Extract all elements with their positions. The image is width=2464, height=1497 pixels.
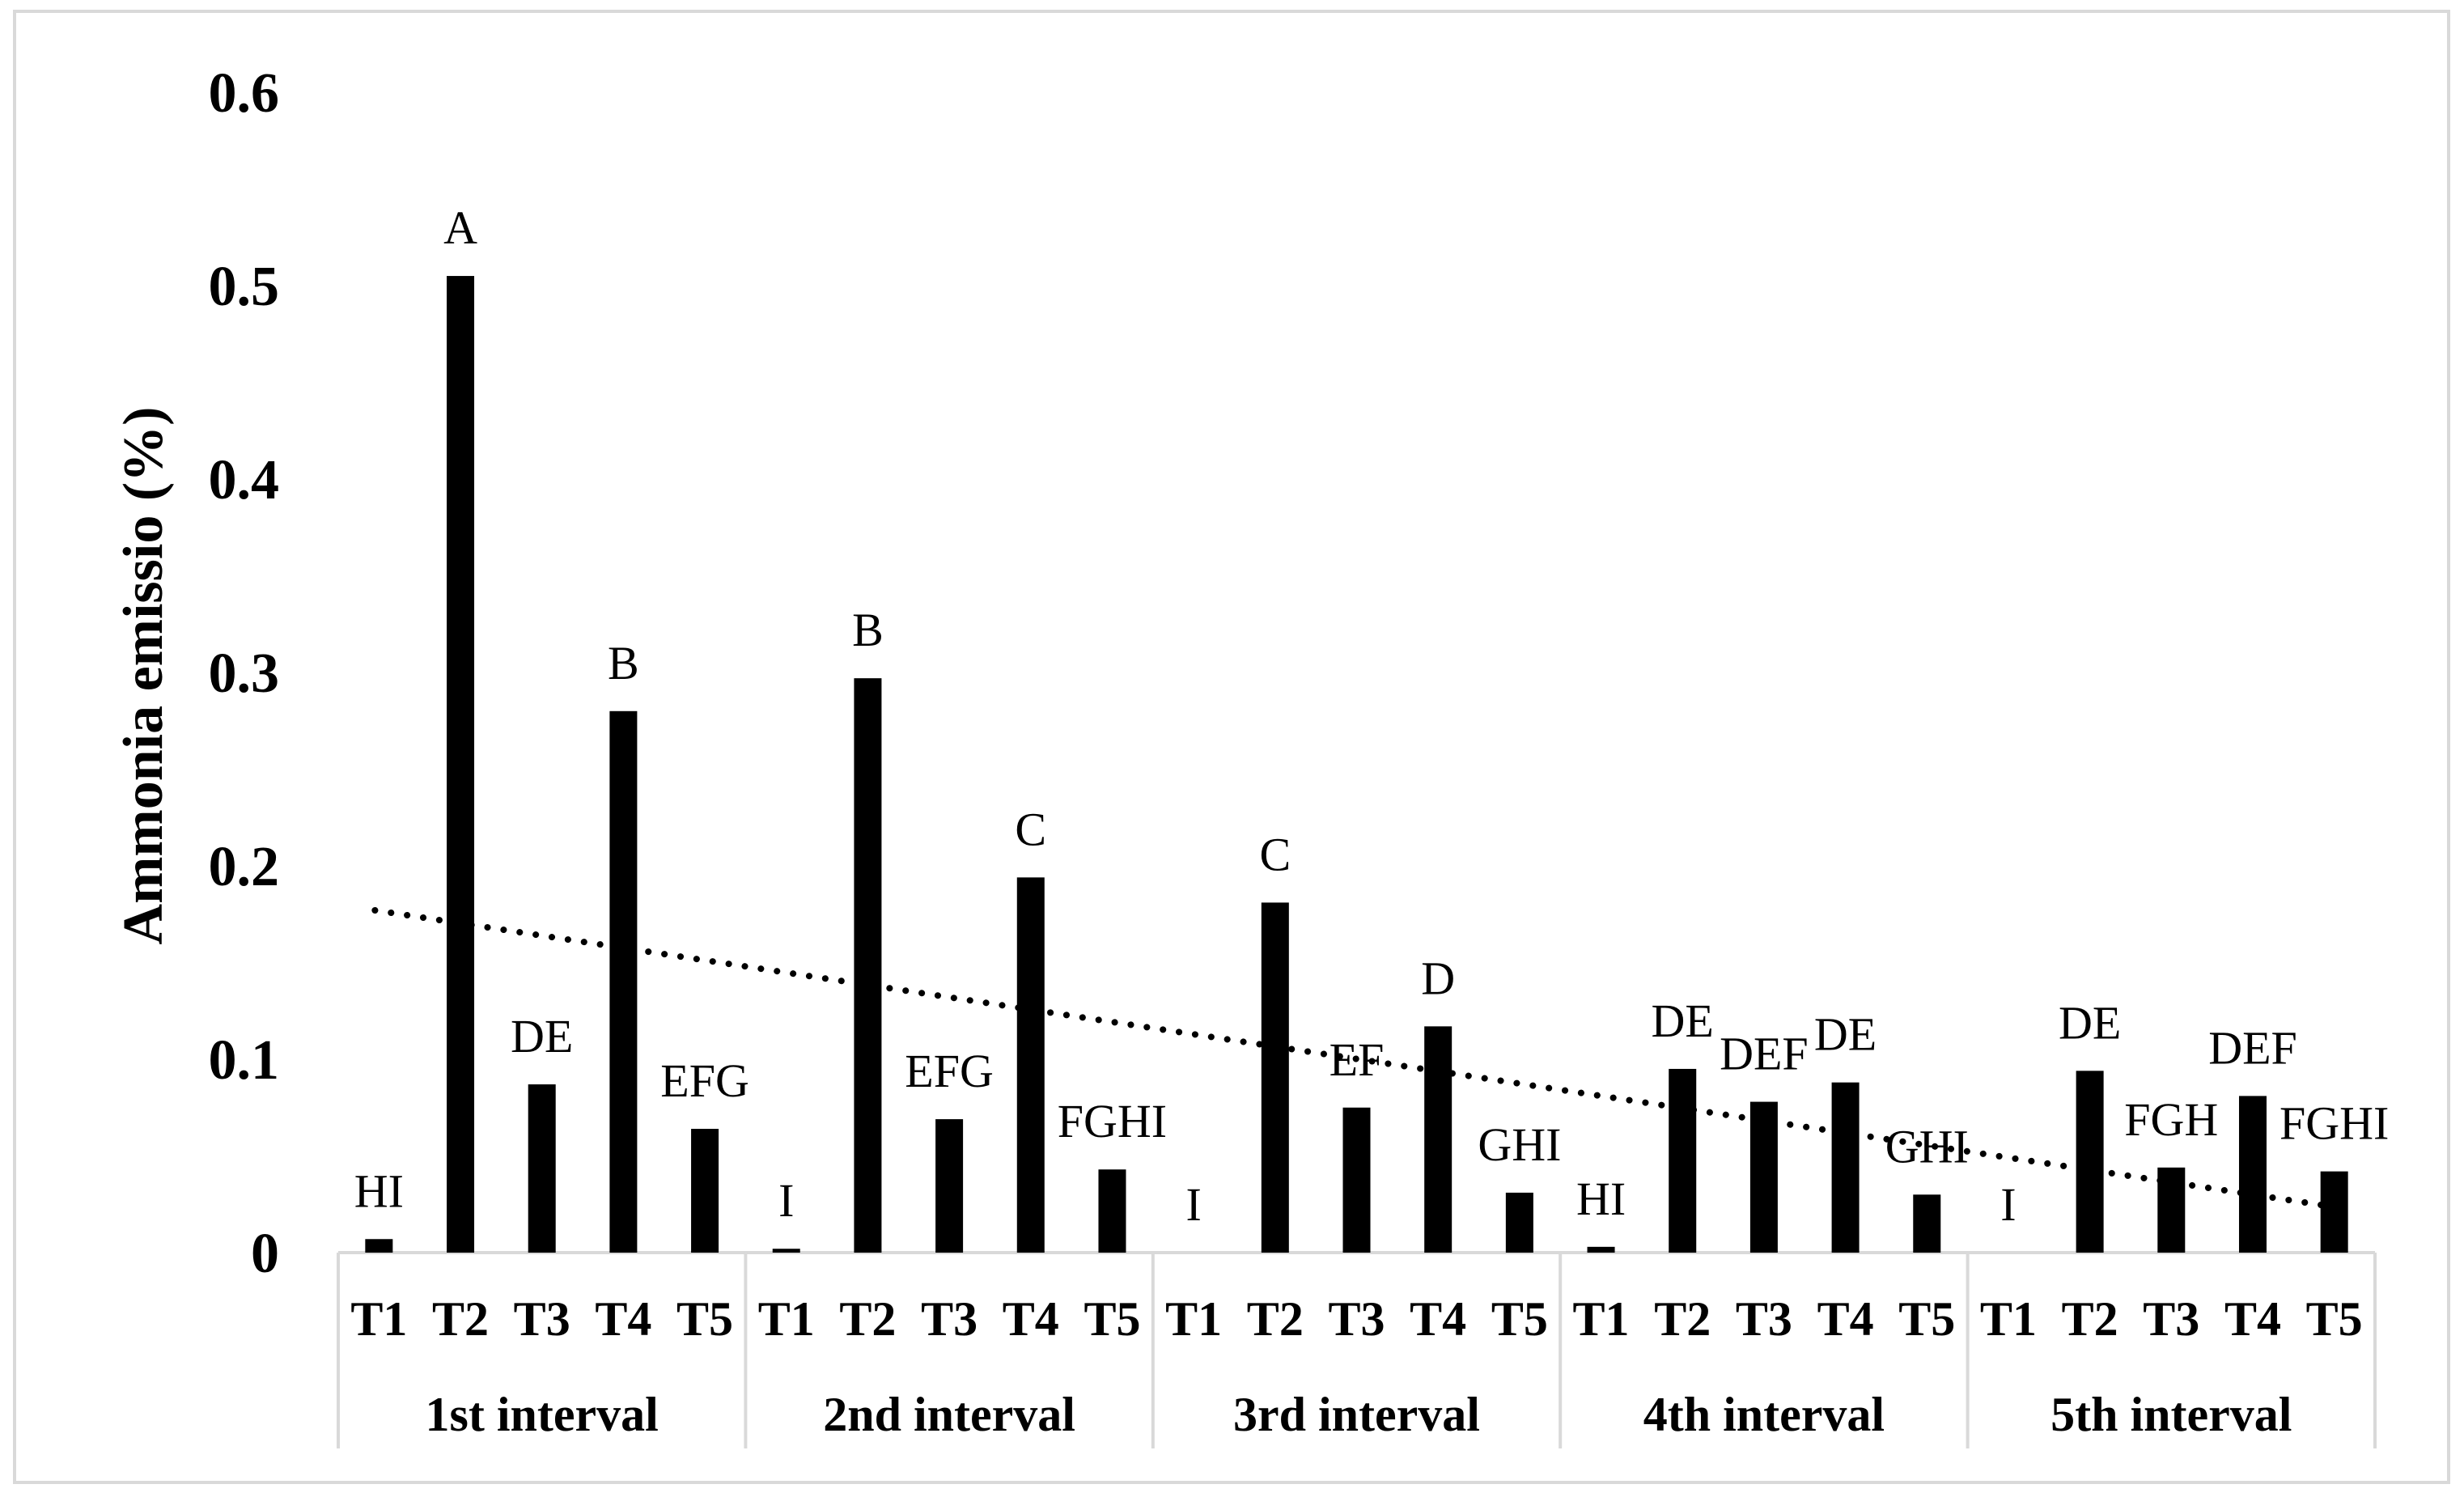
y-tick-label: 0.6 (209, 62, 280, 125)
x-tick-label: T5 (1084, 1292, 1140, 1346)
data-label: FGHI (1058, 1095, 1167, 1147)
x-tick-label: T2 (2062, 1292, 2118, 1346)
y-tick-label: 0.5 (209, 256, 280, 318)
data-label: DE (1814, 1008, 1877, 1061)
data-label: DEF (2208, 1021, 2297, 1074)
bar-5-t5 (2320, 1171, 2348, 1253)
y-tick-label: 0.1 (209, 1029, 280, 1092)
bar-5-t2 (2076, 1071, 2104, 1253)
x-tick-label: T5 (676, 1292, 733, 1346)
data-label: FGH (2124, 1093, 2218, 1146)
bar-2-t1 (772, 1249, 800, 1253)
x-tick-label: T2 (1247, 1292, 1304, 1346)
data-label: EFG (660, 1054, 749, 1107)
bar-4-t4 (1831, 1082, 1860, 1253)
bar-1-t1 (365, 1239, 393, 1253)
trendline-group (371, 906, 2346, 1212)
data-label: GHI (1885, 1120, 1969, 1173)
group-label: 2nd interval (823, 1388, 1075, 1441)
bar-5-t4 (2238, 1096, 2267, 1253)
group-label: 3rd interval (1233, 1388, 1480, 1441)
bar-4-t5 (1913, 1194, 1941, 1253)
x-tick-label: T3 (514, 1292, 570, 1346)
bar-3-t3 (1342, 1107, 1371, 1253)
y-tick-label: 0.4 (209, 449, 280, 511)
data-label: I (778, 1174, 794, 1227)
data-label: B (608, 637, 639, 689)
x-tick-label: T4 (2224, 1292, 2281, 1346)
x-tick-label: T4 (595, 1292, 651, 1346)
data-label: D (1421, 952, 1455, 1004)
bar-2-t5 (1098, 1169, 1126, 1253)
x-tick-label: T5 (1898, 1292, 1955, 1346)
bar-3-t2 (1261, 902, 1289, 1253)
x-tick-label: T1 (1980, 1292, 2037, 1346)
bar-2-t3 (935, 1119, 964, 1253)
group-labels: 1st interval 2nd interval 3rd interval 4th … (426, 1388, 2292, 1441)
y-axis-label: Ammonia emissio (%) (112, 407, 175, 945)
x-tick-label: T1 (1573, 1292, 1630, 1346)
x-tick-label: T1 (350, 1292, 407, 1346)
data-label: FGHI (2280, 1097, 2389, 1150)
trendline (371, 906, 2346, 1212)
y-tick-label: 0.3 (209, 642, 280, 705)
x-tick-label: T4 (1817, 1292, 1874, 1346)
bars (365, 276, 2348, 1253)
bar-3-t5 (1505, 1192, 1533, 1253)
x-tick-label: T1 (758, 1292, 815, 1346)
data-label: DEF (1720, 1028, 1809, 1080)
x-tick-label: T3 (2143, 1292, 2199, 1346)
data-label: DE (1652, 994, 1714, 1047)
bar-2-t2 (854, 678, 882, 1253)
x-tick-label: T2 (839, 1292, 896, 1346)
bar-1-t2 (447, 276, 475, 1253)
x-tick-label: T3 (1328, 1292, 1385, 1346)
x-tick-label: T4 (1410, 1292, 1466, 1346)
data-label: HI (354, 1164, 404, 1217)
bar-4-t3 (1749, 1101, 1778, 1253)
x-tick-label: T2 (432, 1292, 489, 1346)
x-tick-label: T3 (1736, 1292, 1792, 1346)
data-label: I (1185, 1178, 1201, 1231)
y-axis-ticks: 0 0.1 0.2 0.3 0.4 0.5 0.6 (209, 62, 280, 1285)
y-tick-label: 0 (251, 1223, 279, 1285)
x-tick-label: T1 (1165, 1292, 1222, 1346)
data-label: EFG (905, 1045, 994, 1097)
x-tick-label: T3 (921, 1292, 978, 1346)
data-label: C (1015, 803, 1046, 855)
group-label: 1st interval (426, 1388, 659, 1441)
data-label: HI (1576, 1173, 1626, 1225)
bar-1-t5 (691, 1129, 719, 1253)
bar-2-t4 (1016, 877, 1045, 1253)
outer-border (13, 10, 2450, 1484)
group-label: 5th interval (2051, 1388, 2292, 1441)
x-tick-label: T5 (1491, 1292, 1548, 1346)
data-label: B (852, 604, 884, 656)
bar-4-t2 (1669, 1068, 1697, 1253)
y-tick-label: 0.2 (209, 836, 280, 898)
data-label: A (443, 201, 477, 254)
data-label: C (1259, 828, 1291, 880)
data-label: DE (2059, 996, 2121, 1049)
bar-1-t3 (528, 1084, 556, 1253)
data-label: DE (511, 1010, 573, 1062)
bar-1-t4 (609, 710, 638, 1253)
group-label: 4th interval (1643, 1388, 1885, 1441)
x-axis-ticks: T1 T2 T3 T4 T5 T1 T2 T3 T4 T5 T1 T2 T3 T4 T5 T1 T2 T3 T4 T5… (350, 1292, 2362, 1346)
bar-3-t4 (1424, 1026, 1453, 1253)
data-label: I (2000, 1178, 2016, 1231)
x-tick-label: T2 (1654, 1292, 1711, 1346)
x-tick-label: T5 (2306, 1292, 2363, 1346)
data-label: EF (1330, 1033, 1385, 1086)
bar-4-t1 (1587, 1246, 1615, 1253)
data-label: GHI (1478, 1118, 1561, 1171)
x-tick-label: T4 (1003, 1292, 1059, 1346)
